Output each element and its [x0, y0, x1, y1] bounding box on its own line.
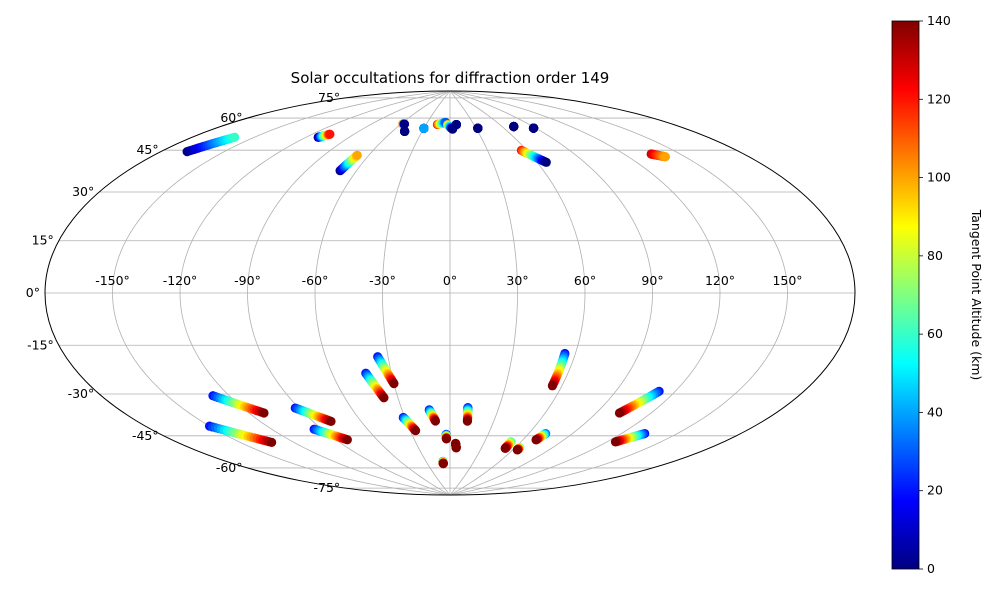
lat-tick-label: 30°	[72, 184, 94, 199]
lon-tick-label: 120°	[705, 273, 735, 288]
track-12-point	[541, 157, 551, 167]
track-13-point	[660, 152, 670, 162]
colorbar-tick-label: 60	[927, 326, 943, 341]
track-10-point	[509, 121, 519, 132]
track-11-point	[528, 123, 539, 133]
lon-tick-label: -150°	[95, 273, 130, 288]
lat-tick-label: 75°	[318, 90, 340, 105]
chart-title: Solar occultations for diffraction order…	[291, 69, 610, 87]
lon-gridline-0	[112, 90, 451, 496]
track-23-point	[451, 443, 461, 453]
lat-tick-label: -30°	[68, 386, 95, 401]
track-24-point	[462, 416, 473, 426]
lon-tick-label: -30°	[369, 273, 396, 288]
colorbar-tick-label: 140	[927, 13, 951, 28]
lon-tick-label: -120°	[163, 273, 198, 288]
occultation-points	[182, 117, 670, 469]
longitude-tick-labels: -150° -120° -90° -60° -30° 0° 30° 60° 90° 120° 150…	[95, 273, 802, 288]
track-5-point	[419, 123, 429, 133]
track-18-point	[379, 393, 389, 403]
track-31-point	[610, 437, 621, 447]
lon-tick-label: -60°	[302, 273, 329, 288]
track-0-point	[230, 132, 240, 142]
track-22-point	[441, 434, 452, 444]
lat-tick-label: 15°	[32, 233, 54, 248]
colorbar	[891, 20, 920, 570]
track-20-point	[410, 426, 421, 436]
lon-tick-label: 150°	[772, 273, 802, 288]
colorbar-tick-label: 120	[927, 91, 951, 106]
latitude-tick-labels: 75° 60° 45° 30° 15° 0° -15° -30° -45° -60° -75°	[26, 90, 340, 495]
track-3-point	[399, 119, 410, 129]
track-15-point	[267, 437, 277, 447]
colorbar-tick-label: 0	[927, 561, 935, 576]
colorbar-tick-label: 100	[927, 170, 951, 185]
track-2-point	[352, 150, 362, 160]
track-16-point	[326, 416, 336, 427]
lon-tick-label: 60°	[574, 273, 596, 288]
colorbar-tick-label: 20	[927, 483, 943, 498]
lat-tick-label: -15°	[27, 337, 54, 352]
track-27-point	[500, 443, 510, 454]
track-14-point	[259, 408, 269, 418]
track-19-point	[389, 379, 399, 389]
track-30-point	[614, 408, 625, 418]
lon-gridline-1	[179, 90, 451, 496]
colorbar-tick-label: 40	[927, 404, 943, 419]
track-26-point	[547, 381, 557, 391]
lat-tick-label: -75°	[314, 480, 341, 495]
lon-gridline-9	[449, 90, 721, 496]
colorbar-tick-label: 80	[927, 248, 943, 263]
lat-tick-label: 60°	[220, 110, 242, 125]
lon-tick-label: 0°	[443, 273, 457, 288]
graticule	[45, 90, 855, 496]
lon-tick-label: 30°	[506, 273, 528, 288]
colorbar-ticks: 0 20 40 60 80 100 120 140	[919, 13, 951, 576]
lon-gridline-6	[449, 90, 518, 496]
lat-tick-label: 0°	[26, 285, 40, 300]
track-8-point	[451, 120, 461, 130]
lat-tick-label: 45°	[136, 142, 158, 157]
colorbar-label: Tangent Point Altitude (km)	[969, 209, 984, 381]
lon-gridline-10	[449, 90, 788, 496]
map-boundary	[44, 90, 856, 496]
lon-gridline-8	[449, 90, 653, 496]
lat-tick-label: -60°	[216, 460, 243, 475]
lon-tick-label: -90°	[234, 273, 261, 288]
track-29-point	[531, 435, 541, 445]
track-17-point	[342, 435, 352, 445]
lon-tick-label: 90°	[641, 273, 663, 288]
track-1-point	[325, 129, 335, 139]
lon-gridline-3	[314, 90, 451, 496]
track-9-point	[473, 123, 483, 133]
lat-tick-label: -45°	[132, 428, 159, 443]
track-21-point	[430, 416, 441, 426]
track-4-point	[400, 126, 410, 137]
track-28-point	[512, 445, 522, 455]
track-25-point	[438, 459, 448, 469]
